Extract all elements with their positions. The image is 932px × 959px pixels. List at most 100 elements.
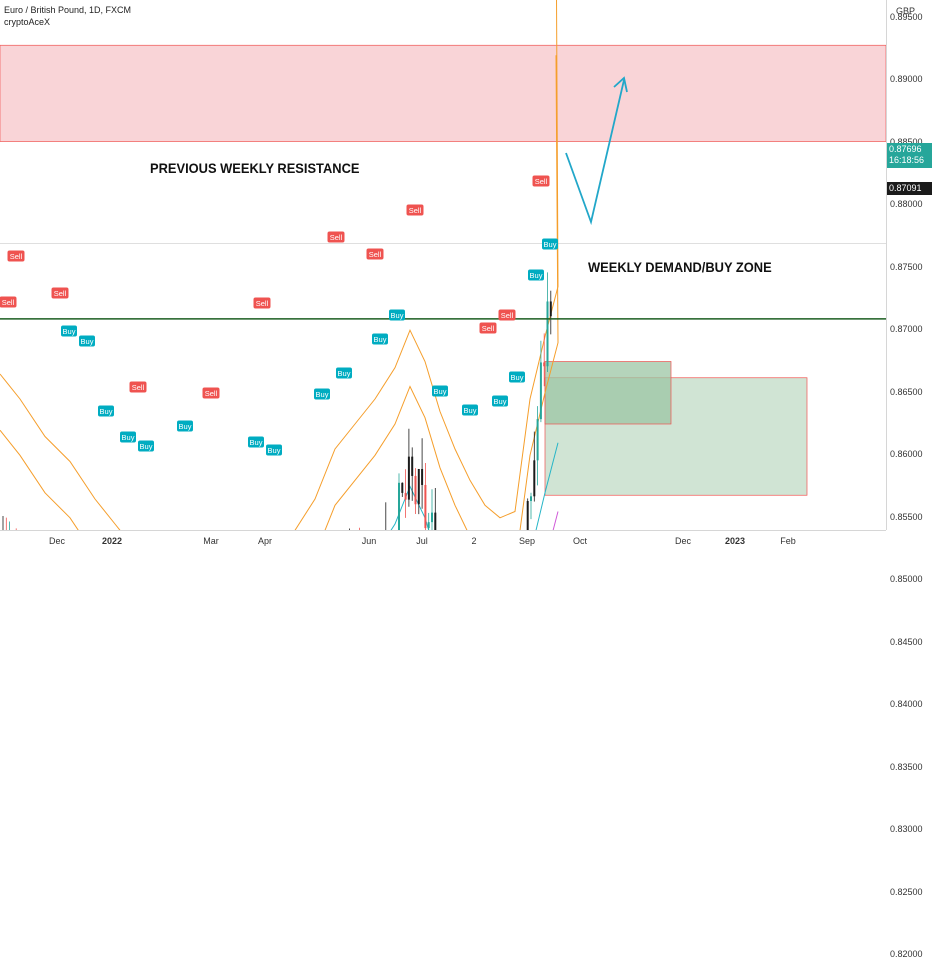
price-tick: 0.83500 [890, 761, 923, 772]
time-tick: Jun [361, 536, 377, 546]
signal-text: Sell [2, 298, 15, 307]
candle-body [431, 512, 433, 523]
buy-signal-badge: Buy [266, 444, 282, 456]
sell-signal-badge: Sell [202, 387, 220, 399]
time-axis[interactable]: Dec 2022 Mar Apr Jun Jul 2 Sep Oct Dec 2023 Feb [0, 530, 886, 551]
signal-text: Buy [140, 442, 153, 451]
signal-text: Buy [511, 373, 524, 382]
sell-signal-badge: Sell [51, 287, 69, 299]
time-tick: Oct [572, 536, 588, 546]
price-tick: 0.89500 [890, 11, 923, 22]
buy-signal-badge: Buy [177, 420, 193, 432]
resistance-price-tag: 0.87091 [887, 182, 932, 195]
indicator-name[interactable]: cryptoAceX [4, 17, 51, 27]
price-tick: 0.85500 [890, 511, 923, 522]
signal-text: Sell [205, 389, 218, 398]
buy-signal-badge: Buy [120, 431, 136, 443]
signal-text: Sell [501, 311, 514, 320]
signal-text: Sell [482, 324, 495, 333]
signal-text: Buy [81, 337, 94, 346]
buy-signal-badge: Buy [61, 325, 77, 337]
symbol-title[interactable]: Euro / British Pound, 1D, FXCM [4, 5, 132, 15]
sell-signal-badge: Sell [366, 248, 384, 260]
buy-signal-badge: Buy [528, 269, 544, 281]
chart-legend: Euro / British Pound, 1D, FXCM cryptoAce… [4, 4, 131, 28]
candle-body [404, 492, 407, 500]
buy-signal-badge: Buy [138, 440, 154, 452]
time-tick: 2023 [724, 536, 746, 546]
time-tick: Mar [203, 536, 219, 546]
chart-area[interactable]: Sell Sell Sell Sell Sell Sell Sell Sell Sell Sell… [0, 0, 886, 530]
price-tick: 0.86000 [890, 449, 923, 460]
signal-text: Sell [330, 233, 343, 242]
signal-text: Buy [338, 369, 351, 378]
signal-text: Sell [10, 252, 23, 261]
time-tick: Jul [416, 536, 428, 546]
candle-body [543, 362, 546, 367]
resistance-annotation: PREVIOUS WEEKLY RESISTANCE [150, 160, 360, 176]
sell-signal-badge: Sell [129, 381, 147, 393]
candle-body [526, 501, 529, 530]
buy-signal-badge: Buy [432, 385, 448, 397]
candle-body [530, 496, 532, 502]
currency-label: GBP [896, 6, 916, 16]
price-axis[interactable]: GBP 0.89500 0.89000 0.88500 0.88000 0.87500 0… [886, 0, 932, 959]
sell-signal-badge: Sell [532, 175, 550, 187]
signal-text: Buy [544, 240, 557, 249]
buy-signal-badge: Buy [462, 404, 478, 416]
price-tick: 0.87000 [890, 324, 923, 335]
signal-text: Buy [464, 406, 477, 415]
signal-text: Sell [535, 177, 548, 186]
sell-signal-badge: Sell [253, 297, 271, 309]
lower-band-1 [552, 511, 559, 530]
candle-body [427, 522, 430, 529]
bar-countdown: 16:18:56 [889, 155, 925, 165]
signal-text: Buy [100, 407, 113, 416]
time-tick: 2022 [101, 536, 123, 546]
demand-zone-annotation: WEEKLY DEMAND/BUY ZONE [588, 259, 772, 275]
price-tick: 0.88500 [890, 136, 923, 147]
signal-text: Buy [250, 438, 263, 447]
candle-body [533, 460, 536, 497]
signal-text: Buy [434, 387, 447, 396]
price-tick: 0.84500 [890, 636, 923, 647]
time-tick: Dec [674, 536, 692, 546]
buy-signal-badge: Buy [542, 238, 558, 250]
buy-signal-badge: Buy [509, 371, 525, 383]
candle-body [407, 456, 410, 500]
sell-signal-badge: Sell [7, 250, 25, 262]
buy-signal-badge: Buy [492, 395, 508, 407]
sell-signal-badge: Sell [406, 204, 424, 216]
time-tick: Feb [780, 536, 796, 546]
demand-zone-inner [544, 361, 672, 425]
candle-body [549, 301, 552, 317]
supply-zone [0, 44, 886, 142]
signal-text: Buy [530, 271, 543, 280]
candle-body [424, 484, 427, 529]
signal-text: Buy [122, 433, 135, 442]
chart-canvas[interactable]: Sell Sell Sell Sell Sell Sell Sell Sell Sell Sell… [0, 0, 886, 530]
signal-text: Buy [391, 311, 404, 320]
arrow-head [613, 76, 628, 93]
candle-body [398, 482, 400, 530]
signal-text: Buy [63, 327, 76, 336]
candle-body [536, 419, 539, 461]
upper-band-2 [0, 0, 559, 530]
signal-text: Sell [256, 299, 269, 308]
price-tick: 0.88000 [890, 199, 923, 210]
price-tick: 0.85000 [890, 574, 923, 585]
buy-signal-badge: Buy [389, 309, 405, 321]
sell-signal-badge: Sell [479, 322, 497, 334]
signal-text: Sell [409, 206, 422, 215]
last-price-tag: 0.87696 16:18:56 [887, 143, 932, 168]
price-tick: 0.89000 [890, 74, 923, 85]
sell-signal-badge: Sell [327, 231, 345, 243]
last-price: 0.87696 [889, 144, 922, 154]
candle-body [414, 475, 417, 505]
signal-text: Buy [268, 446, 281, 455]
candle-body [421, 469, 424, 485]
price-tick: 0.84000 [890, 699, 923, 710]
candle-body [434, 512, 437, 530]
price-tick: 0.86500 [890, 386, 923, 397]
middle-band [0, 442, 559, 530]
